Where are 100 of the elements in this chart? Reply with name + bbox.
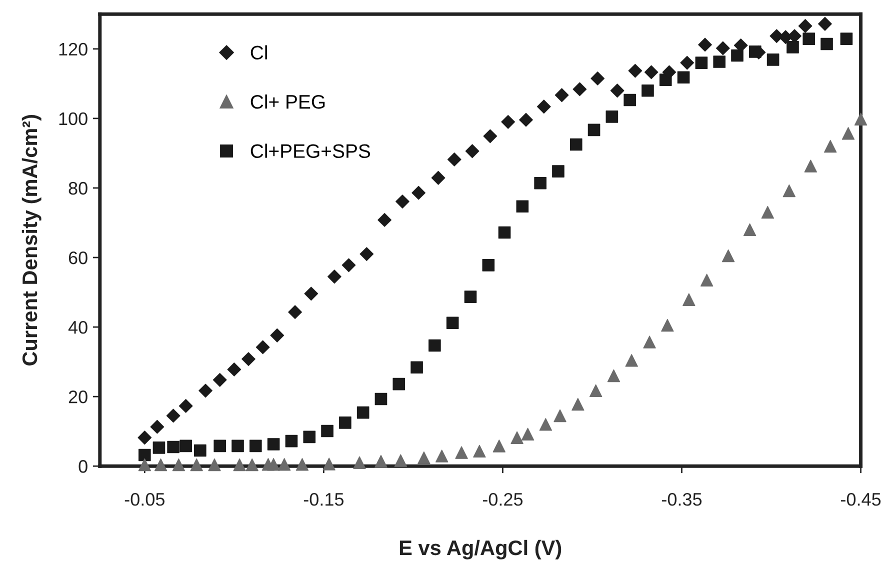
x-tick-label: -0.35 <box>662 492 702 506</box>
x-tick-label: -0.45 <box>841 492 881 506</box>
point <box>570 138 582 151</box>
point <box>154 458 168 472</box>
point <box>447 152 462 166</box>
point <box>256 340 270 354</box>
point <box>492 440 506 452</box>
y-tick-label: 120 <box>59 42 88 56</box>
point <box>267 458 280 471</box>
point <box>644 65 658 80</box>
point <box>761 206 774 219</box>
point <box>482 259 495 272</box>
point <box>734 38 748 52</box>
point <box>418 451 430 464</box>
point <box>854 112 868 126</box>
point <box>698 38 712 52</box>
point <box>501 114 516 129</box>
point <box>285 434 298 448</box>
point <box>392 378 406 390</box>
legend-label: Cl+ PEG <box>250 94 325 109</box>
point <box>731 49 744 62</box>
point <box>516 200 529 213</box>
point <box>374 454 388 468</box>
point <box>842 127 855 140</box>
point <box>722 249 735 262</box>
point <box>661 318 674 332</box>
point <box>152 442 166 454</box>
point <box>572 398 584 411</box>
point <box>246 458 258 472</box>
point <box>446 316 459 330</box>
point <box>267 438 280 450</box>
point <box>194 444 206 457</box>
point <box>677 71 690 84</box>
point <box>353 456 366 470</box>
point <box>412 186 426 200</box>
point <box>820 38 833 50</box>
point <box>342 258 356 272</box>
point <box>208 458 221 472</box>
point <box>296 458 309 471</box>
x-axis-title: E vs Ag/AgCl (V) <box>400 540 562 560</box>
point <box>716 41 730 56</box>
point <box>625 354 638 367</box>
point <box>473 444 486 458</box>
y-tick-label: 80 <box>68 182 88 195</box>
point <box>642 84 654 97</box>
point <box>743 223 756 236</box>
point <box>431 170 446 185</box>
point <box>534 176 546 190</box>
point <box>322 458 336 470</box>
point <box>166 408 180 423</box>
point <box>552 165 564 178</box>
point <box>554 409 566 422</box>
point <box>339 416 352 429</box>
point <box>680 56 694 70</box>
point <box>572 82 587 96</box>
point <box>536 100 551 114</box>
point <box>138 430 152 445</box>
y-axis-title: Current Density (mA/cm²) <box>22 114 42 366</box>
point <box>766 54 780 66</box>
point <box>190 458 203 472</box>
point <box>394 454 408 467</box>
point <box>214 440 226 452</box>
point <box>521 428 534 440</box>
legend-label: Cl <box>250 45 267 60</box>
point <box>303 430 316 444</box>
point <box>435 450 448 462</box>
point <box>643 336 656 348</box>
point <box>786 40 799 54</box>
point <box>464 290 477 303</box>
point <box>682 293 696 306</box>
point <box>321 424 334 438</box>
x-tick-label: -0.05 <box>124 492 164 506</box>
point <box>138 448 151 462</box>
point <box>840 32 853 45</box>
point <box>624 94 636 106</box>
x-tick-label: -0.15 <box>304 492 344 506</box>
point <box>198 384 212 398</box>
point <box>232 440 244 452</box>
point <box>700 274 714 286</box>
point <box>455 446 468 459</box>
point <box>713 56 726 68</box>
y-tick-label: 40 <box>68 320 88 334</box>
point <box>498 226 511 239</box>
point <box>233 458 246 472</box>
point <box>802 32 816 45</box>
point <box>782 184 796 198</box>
point <box>378 213 392 227</box>
point <box>270 328 284 342</box>
point <box>150 420 164 434</box>
point <box>172 458 186 472</box>
y-tick-label: 20 <box>68 390 88 404</box>
point <box>519 112 533 127</box>
y-tick-label: 100 <box>59 112 88 126</box>
point <box>804 160 818 172</box>
point <box>242 352 256 366</box>
point <box>510 431 524 444</box>
point <box>138 458 152 472</box>
legend-label: Cl+PEG+SPS <box>250 144 370 158</box>
point <box>304 286 318 301</box>
point <box>465 144 480 158</box>
